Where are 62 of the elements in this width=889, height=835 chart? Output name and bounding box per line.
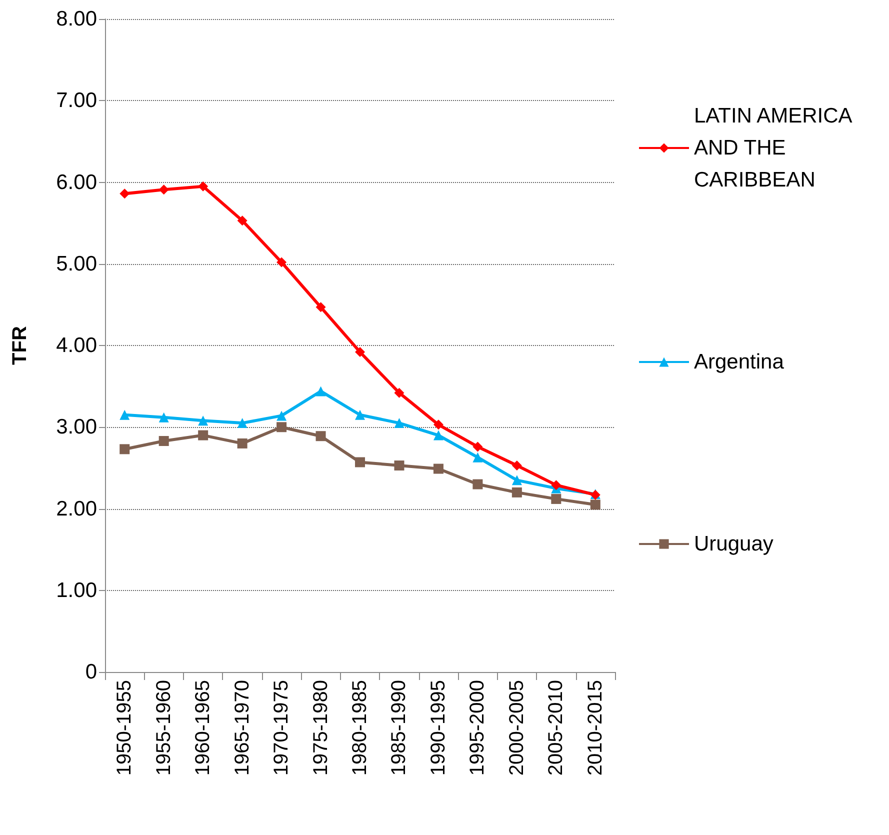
y-tick-label: 8.00 [56, 8, 97, 30]
point [472, 479, 483, 490]
y-tick-label: 7.00 [56, 89, 97, 112]
point [276, 422, 287, 432]
point [237, 418, 248, 428]
x-tick-label: 1980-1985 [349, 680, 371, 776]
point [355, 347, 365, 358]
x-tick-label: 1965-1970 [231, 680, 254, 776]
point [158, 412, 169, 422]
point [237, 438, 248, 448]
point [158, 184, 169, 195]
point [394, 460, 404, 470]
x-tick-label: 1975-1980 [310, 680, 332, 776]
x-tick-label: 1970-1975 [270, 680, 293, 776]
point [120, 444, 130, 454]
point [512, 460, 522, 470]
point [237, 216, 248, 226]
legend-label: Uruguay [694, 532, 774, 556]
point [433, 430, 444, 440]
point [551, 480, 562, 490]
point [316, 302, 326, 312]
point [120, 410, 130, 420]
point [276, 410, 287, 421]
point [472, 452, 483, 462]
point [590, 500, 600, 510]
point [433, 464, 444, 474]
x-tick-label: 1950-1955 [114, 680, 136, 776]
point [394, 388, 404, 398]
point [198, 181, 208, 192]
y-axis-title: TFR [9, 326, 31, 365]
x-tick-label: 2000-2005 [506, 680, 528, 776]
y-tick-label: 5.00 [56, 252, 97, 276]
y-tick-label: 2.00 [56, 497, 97, 520]
point [512, 487, 522, 498]
point [158, 436, 169, 446]
point [316, 431, 326, 442]
point [394, 418, 404, 428]
point [512, 475, 522, 486]
y-tick-label: 1.00 [56, 578, 97, 602]
x-tick-label: 2005-2010 [545, 680, 568, 776]
x-tick-label: 1960-1965 [192, 680, 214, 776]
x-tick-label: 1990-1995 [427, 680, 450, 776]
point [276, 257, 287, 268]
legend-label: LATIN AMERICA AND THE CARIBBEAN [694, 104, 857, 192]
x-tick-label: 2010-2015 [584, 680, 606, 776]
point [355, 410, 365, 420]
point [316, 386, 326, 396]
x-tick-label: 1985-1990 [388, 680, 410, 776]
y-tick-label: 6.00 [56, 170, 97, 194]
point [120, 188, 130, 199]
point [472, 442, 483, 452]
point [433, 420, 444, 430]
x-tick-label: 1955-1960 [152, 680, 175, 776]
x-tick-label: 1995-2000 [466, 680, 489, 776]
y-tick-label: 3.00 [56, 416, 97, 439]
point [198, 430, 208, 440]
legend-label: Argentina [694, 350, 784, 374]
point [198, 416, 208, 426]
y-tick-label: 0 [85, 660, 97, 684]
point [551, 494, 562, 504]
point [355, 457, 365, 468]
y-tick-label: 4.00 [56, 334, 97, 357]
